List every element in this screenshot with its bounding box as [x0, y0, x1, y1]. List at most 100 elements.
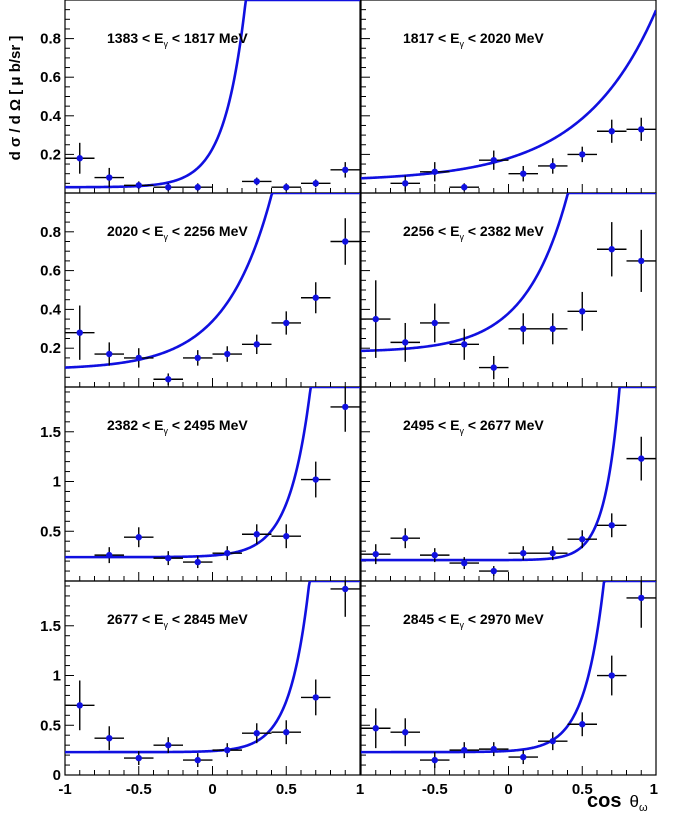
panel-label-sub: γ — [163, 232, 168, 242]
x-tick-label: -0.5 — [126, 781, 152, 798]
x-axis-title-subscript: ω — [639, 802, 648, 813]
y-tick-label: 0.8 — [40, 224, 61, 241]
data-point — [65, 305, 95, 360]
data-point — [124, 181, 154, 190]
data-point — [626, 117, 656, 141]
data-point — [538, 732, 568, 751]
panel-label-lo: 2020 < E — [107, 223, 163, 239]
data-point — [420, 752, 450, 769]
fit-curve — [65, 193, 360, 369]
data-point — [479, 566, 509, 577]
panel-2: 1817 < Eγ < 2020 MeV — [360, 0, 657, 194]
panel-4: 2256 < Eγ < 2382 MeV — [360, 192, 657, 388]
panel-label-lo: 1383 < E — [107, 30, 163, 46]
panel-label-lo: 2382 < E — [107, 417, 163, 433]
data-point — [183, 753, 213, 768]
data-point — [271, 183, 301, 192]
panel-label-sub: γ — [163, 620, 168, 630]
data-point — [301, 679, 331, 716]
fit-curve — [361, 193, 656, 353]
x-tick-label: 0 — [504, 781, 512, 798]
fit-curve — [65, 387, 360, 559]
data-point — [626, 581, 656, 628]
data-point — [183, 350, 213, 366]
data-point — [301, 461, 331, 498]
data-point — [212, 743, 242, 758]
fit-curve — [65, 0, 360, 189]
x-tick-label: 0.5 — [276, 781, 297, 798]
data-point — [597, 222, 627, 277]
data-point — [330, 218, 360, 265]
y-axis-title: d σ / d Ω [ μ b/sr ] — [7, 36, 24, 161]
panel-label-hi: < 2495 MeV — [168, 417, 248, 433]
data-point — [242, 723, 272, 744]
panel-1: 0.2 0.4 0.6 0.8 1383 < Eγ < 1817 MeV — [40, 0, 361, 194]
panel-energy-label: 2495 < Eγ < 2677 MeV — [403, 417, 544, 436]
panel-frame — [360, 0, 657, 194]
data-point — [124, 527, 154, 548]
data-point — [538, 158, 568, 174]
data-point — [153, 183, 183, 192]
x-tick-label: 0.5 — [572, 781, 593, 798]
data-point — [390, 528, 420, 549]
panel-energy-label: 2256 < Eγ < 2382 MeV — [403, 223, 544, 242]
panel-label-lo: 2677 < E — [107, 611, 163, 627]
data-point — [94, 167, 124, 188]
data-point — [212, 346, 242, 362]
panel-5: 0.5 1 1.5 2382 < Eγ < 2495 MeV — [40, 386, 361, 582]
data-point — [94, 726, 124, 751]
panel-label-lo: 1817 < E — [403, 30, 459, 46]
data-point — [361, 280, 391, 358]
y-tick-label: 1 — [53, 668, 61, 685]
fit-curve — [65, 581, 360, 754]
data-point — [361, 544, 391, 565]
x-tick-label: 0 — [208, 781, 216, 798]
data-point — [153, 373, 183, 386]
data-point — [212, 546, 242, 561]
panel-energy-label: 1817 < Eγ < 2020 MeV — [403, 30, 544, 49]
panel-label-lo: 2845 < E — [403, 611, 459, 627]
data-point — [390, 718, 420, 747]
fit-curve — [361, 387, 656, 562]
data-point — [301, 179, 331, 188]
y-tick-label: 0.8 — [40, 31, 61, 48]
panels-group: 0.2 0.4 0.6 0.8 1383 < Eγ < 1817 MeV 1817 < E… — [40, 0, 658, 798]
panel-label-sub: γ — [459, 620, 464, 630]
panel-label-lo: 2256 < E — [403, 223, 459, 239]
data-point — [330, 162, 360, 178]
data-point — [597, 655, 627, 696]
panel-label-sub: γ — [459, 426, 464, 436]
data-point — [567, 291, 597, 331]
data-point — [301, 282, 331, 314]
y-tick-label: 0.2 — [40, 340, 61, 357]
x-tick-label: -0.5 — [422, 781, 448, 798]
data-point — [626, 229, 656, 292]
data-point — [449, 183, 479, 192]
data-point — [479, 150, 509, 170]
panel-energy-label: 1383 < Eγ < 1817 MeV — [107, 30, 248, 49]
x-tick-label: 1 — [650, 781, 658, 798]
panel-frame — [64, 0, 361, 194]
panel-label-sub: γ — [163, 39, 168, 49]
panel-label-hi: < 2970 MeV — [464, 611, 544, 627]
y-tick-label: 0.5 — [40, 717, 61, 734]
y-tick-label: 0.6 — [40, 263, 61, 280]
data-point — [183, 183, 213, 192]
data-point — [153, 551, 183, 566]
data-point — [271, 720, 301, 745]
y-tick-label: 0.5 — [40, 523, 61, 540]
y-tick-label: 0.4 — [40, 108, 62, 125]
fit-curve — [361, 581, 656, 754]
data-point — [183, 556, 213, 569]
x-axis-title-symbol: θ — [629, 792, 638, 811]
data-point — [567, 530, 597, 549]
panel-energy-label: 2020 < Eγ < 2256 MeV — [107, 223, 248, 242]
data-point — [330, 581, 360, 617]
y-tick-label: 0.2 — [40, 146, 61, 163]
data-point — [65, 142, 95, 174]
panel-energy-label: 2382 < Eγ < 2495 MeV — [107, 417, 248, 436]
data-point — [390, 322, 420, 362]
panel-label-sub: γ — [459, 232, 464, 242]
y-tick-label: 0.6 — [40, 69, 61, 86]
x-tick-label: -1 — [58, 781, 71, 798]
